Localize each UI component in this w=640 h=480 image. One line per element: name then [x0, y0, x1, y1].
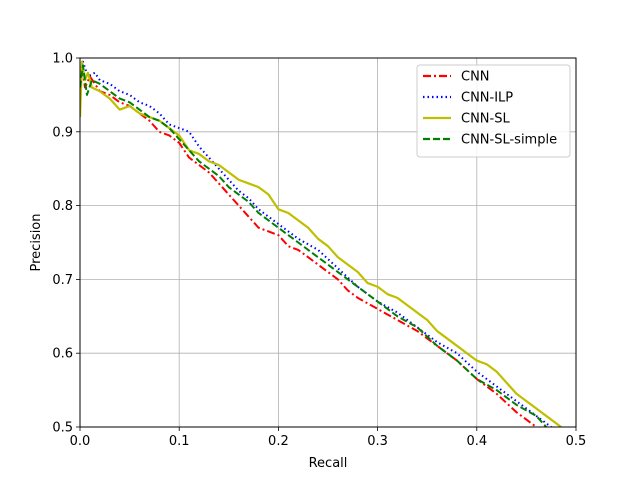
x-tick-label: 0.0: [70, 434, 91, 449]
x-tick-label: 0.1: [169, 434, 190, 449]
x-tick-label: 0.2: [268, 434, 289, 449]
legend-label-cnn: CNN: [461, 70, 490, 85]
y-tick-label: 1.0: [52, 52, 73, 67]
legend: CNN CNN-ILP CNN-SL CNN-SL-simple: [416, 64, 571, 158]
legend-label-cnn-sl: CNN-SL: [461, 112, 510, 127]
x-tick-label: 0.3: [367, 434, 388, 449]
y-tick-label: 0.6: [52, 347, 73, 362]
series-line-cnn-sl-simple: [80, 64, 547, 427]
plot-frame: [79, 57, 577, 428]
legend-box: [416, 64, 571, 158]
series-layer: [80, 60, 562, 427]
x-axis-label: Recall: [309, 456, 348, 471]
series-line-cnn: [80, 64, 537, 427]
series-line-cnn-ilp: [80, 60, 552, 427]
series-line-cnn-sl: [80, 60, 562, 427]
y-tick-label: 0.9: [52, 125, 73, 140]
legend-label-cnn-sl-simple: CNN-SL-simple: [461, 133, 557, 148]
axis-ticks: 0.0 0.1 0.2 0.3 0.4 0.5 0.5 0.6 0.7 0.8 0.9 1.0: [52, 52, 586, 450]
y-tick-label: 0.8: [52, 199, 73, 214]
legend-label-cnn-ilp: CNN-ILP: [461, 91, 513, 106]
x-tick-label: 0.5: [566, 434, 587, 449]
y-axis-label: Precision: [29, 213, 44, 271]
x-tick-label: 0.4: [466, 434, 487, 449]
y-tick-label: 0.5: [52, 421, 73, 436]
y-tick-label: 0.7: [52, 273, 73, 288]
